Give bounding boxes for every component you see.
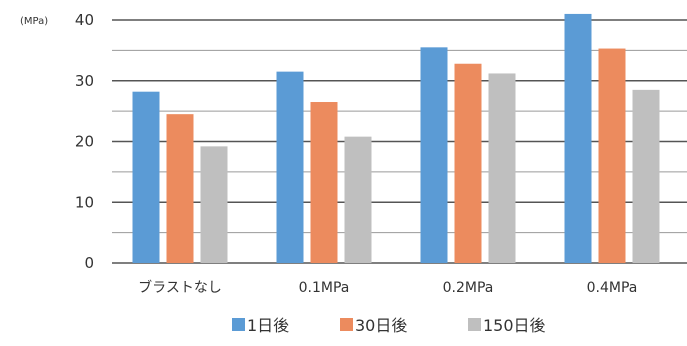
x-category-label: 0.1MPa: [299, 280, 350, 296]
legend-swatch: [232, 318, 245, 331]
y-tick-label: 20: [75, 133, 94, 151]
y-tick-label: 0: [84, 254, 94, 272]
y-axis-unit-label: (MPa): [20, 16, 48, 27]
x-category-label: 0.4MPa: [587, 280, 638, 296]
bar-2-1: [166, 114, 194, 263]
bar-3-4: [632, 89, 660, 263]
bar-1-3: [420, 47, 448, 264]
axes: 0 10 20 30 40 ブラストなし 0.1MPa 0.2MPa 0.4MPa: [75, 11, 637, 296]
y-tick-label: 10: [75, 193, 94, 211]
bar-1-4: [564, 13, 592, 263]
bar-2-2: [310, 102, 338, 263]
bar-2-3: [454, 63, 482, 263]
bar-1-2: [276, 71, 304, 263]
bar-3-2: [344, 136, 372, 263]
x-category-label: 0.2MPa: [443, 280, 494, 296]
x-category-label: ブラストなし: [138, 279, 222, 296]
y-tick-label: 30: [75, 72, 94, 90]
legend-label: 150日後: [483, 316, 546, 335]
bar-2-4: [598, 48, 626, 263]
legend: 1日後 30日後 150日後: [232, 316, 546, 335]
bars: [132, 13, 660, 264]
bar-3-1: [200, 146, 228, 263]
legend-swatch: [468, 318, 481, 331]
bar-1-1: [132, 91, 160, 263]
y-tick-label: 40: [75, 11, 94, 29]
legend-label: 1日後: [247, 316, 289, 335]
legend-label: 30日後: [355, 316, 407, 335]
legend-swatch: [340, 318, 353, 331]
bar-3-3: [488, 73, 516, 264]
